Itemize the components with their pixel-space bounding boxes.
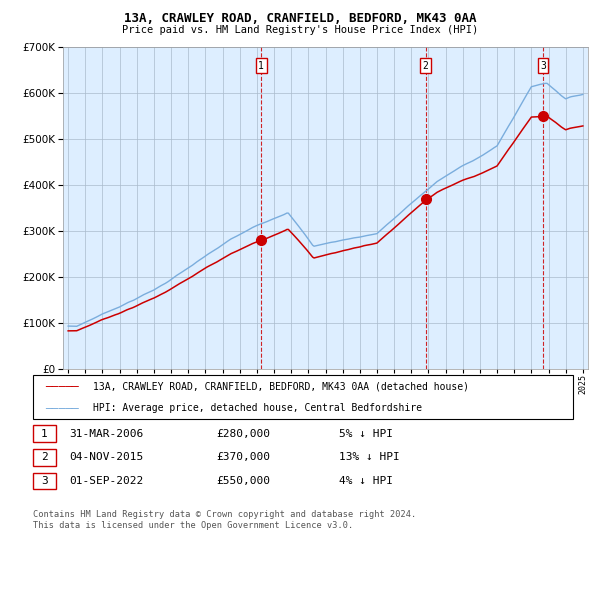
Text: Contains HM Land Registry data © Crown copyright and database right 2024.
This d: Contains HM Land Registry data © Crown c… <box>33 510 416 530</box>
Text: 13% ↓ HPI: 13% ↓ HPI <box>339 453 400 462</box>
Text: £280,000: £280,000 <box>216 429 270 438</box>
Text: 1: 1 <box>41 429 48 438</box>
Text: 13A, CRAWLEY ROAD, CRANFIELD, BEDFORD, MK43 0AA (detached house): 13A, CRAWLEY ROAD, CRANFIELD, BEDFORD, M… <box>93 382 469 391</box>
Text: £550,000: £550,000 <box>216 476 270 486</box>
Text: 01-SEP-2022: 01-SEP-2022 <box>69 476 143 486</box>
Text: 04-NOV-2015: 04-NOV-2015 <box>69 453 143 462</box>
Text: 2: 2 <box>423 61 428 71</box>
Text: £370,000: £370,000 <box>216 453 270 462</box>
Text: 4% ↓ HPI: 4% ↓ HPI <box>339 476 393 486</box>
Text: ─────: ───── <box>45 404 79 413</box>
Text: 3: 3 <box>41 476 48 486</box>
Text: ─────: ───── <box>45 382 79 391</box>
Text: HPI: Average price, detached house, Central Bedfordshire: HPI: Average price, detached house, Cent… <box>93 404 422 413</box>
Text: 13A, CRAWLEY ROAD, CRANFIELD, BEDFORD, MK43 0AA: 13A, CRAWLEY ROAD, CRANFIELD, BEDFORD, M… <box>124 12 476 25</box>
Text: 3: 3 <box>540 61 546 71</box>
Text: 1: 1 <box>258 61 264 71</box>
Text: 2: 2 <box>41 453 48 462</box>
Text: 5% ↓ HPI: 5% ↓ HPI <box>339 429 393 438</box>
Text: 31-MAR-2006: 31-MAR-2006 <box>69 429 143 438</box>
Text: Price paid vs. HM Land Registry's House Price Index (HPI): Price paid vs. HM Land Registry's House … <box>122 25 478 35</box>
